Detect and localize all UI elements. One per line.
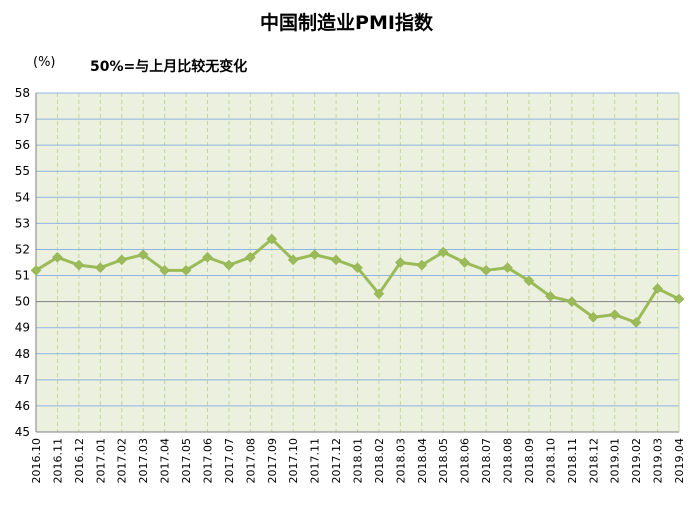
- y-tick-label: 48: [15, 347, 30, 361]
- y-tick-label: 46: [15, 399, 30, 413]
- chart-annotation: 50%=与上月比较无变化: [90, 59, 248, 75]
- data-point: [309, 249, 320, 261]
- y-tick-label: 57: [15, 112, 30, 126]
- x-tick-label: 2017.01: [94, 438, 107, 484]
- x-tick-label: 2018.01: [352, 438, 365, 484]
- x-tick-label: 2018.05: [437, 438, 450, 484]
- data-point: [502, 262, 513, 274]
- y-tick-label: 45: [15, 425, 30, 439]
- data-point: [523, 275, 535, 287]
- y-tick-label: 58: [15, 86, 30, 100]
- data-point: [137, 249, 149, 261]
- y-tick-label: 47: [15, 373, 30, 387]
- data-point: [73, 259, 85, 271]
- y-tick-label: 52: [15, 242, 30, 256]
- data-point: [395, 257, 406, 268]
- data-point: [437, 246, 449, 258]
- x-tick-label: 2017.07: [223, 438, 236, 484]
- y-tick-label: 50: [15, 295, 30, 309]
- x-tick-label: 2017.11: [309, 438, 322, 484]
- data-point: [416, 259, 428, 271]
- data-point: [266, 233, 278, 245]
- data-point: [159, 264, 170, 276]
- x-tick-label: 2017.12: [330, 438, 343, 484]
- data-point: [630, 317, 642, 328]
- x-tick-label: 2019.01: [609, 438, 622, 484]
- data-point: [287, 254, 299, 266]
- x-tick-label: 2016.12: [73, 438, 86, 484]
- data-point: [587, 311, 599, 323]
- data-point: [673, 293, 685, 305]
- x-tick-label: 2019.04: [673, 438, 686, 484]
- data-point: [244, 251, 256, 263]
- y-tick-label: 51: [15, 269, 30, 283]
- x-tick-label: 2018.07: [480, 438, 493, 484]
- x-tick-label: 2017.02: [116, 438, 129, 484]
- x-tick-label: 2018.06: [459, 438, 472, 484]
- x-tick-label: 2018.11: [566, 438, 579, 484]
- data-point: [609, 309, 621, 321]
- x-tick-label: 2016.11: [51, 438, 64, 484]
- x-tick-label: 2018.12: [587, 438, 600, 484]
- data-point: [652, 283, 663, 294]
- chart-title: 中国制造业PMI指数: [260, 12, 433, 34]
- x-tick-label: 2016.10: [30, 438, 43, 484]
- x-tick-label: 2018.10: [544, 438, 557, 484]
- y-tick-label: 54: [15, 190, 30, 204]
- data-point: [116, 254, 128, 266]
- y-axis-unit: (%): [33, 55, 56, 70]
- x-tick-label: 2019.03: [652, 438, 665, 484]
- y-tick-label: 56: [15, 138, 30, 152]
- data-point: [94, 262, 106, 274]
- data-point: [352, 262, 363, 274]
- data-point: [566, 296, 578, 307]
- data-point: [480, 264, 492, 276]
- x-tick-label: 2017.04: [159, 438, 172, 484]
- data-point: [52, 251, 63, 263]
- x-tick-label: 2018.09: [523, 438, 536, 484]
- data-point: [330, 254, 342, 266]
- x-tick-label: 2017.09: [266, 438, 279, 484]
- x-tick-label: 2017.05: [180, 438, 193, 484]
- data-point: [30, 264, 42, 276]
- x-tick-label: 2018.02: [373, 438, 386, 484]
- x-tick-label: 2017.08: [244, 438, 257, 484]
- data-point: [373, 288, 385, 300]
- data-point: [459, 257, 471, 268]
- y-tick-label: 49: [15, 321, 30, 335]
- data-point: [180, 264, 192, 276]
- x-tick-label: 2018.04: [416, 438, 429, 484]
- x-tick-label: 2019.02: [630, 438, 643, 484]
- data-point: [223, 259, 235, 271]
- x-tick-label: 2018.03: [394, 438, 407, 484]
- y-tick-label: 53: [15, 216, 30, 230]
- x-tick-label: 2018.08: [502, 438, 515, 484]
- x-tick-label: 2017.06: [201, 438, 214, 484]
- y-tick-label: 55: [15, 164, 30, 178]
- data-point: [202, 251, 213, 263]
- data-point: [545, 291, 556, 302]
- x-tick-label: 2017.03: [137, 438, 150, 484]
- x-tick-label: 2017.10: [287, 438, 300, 484]
